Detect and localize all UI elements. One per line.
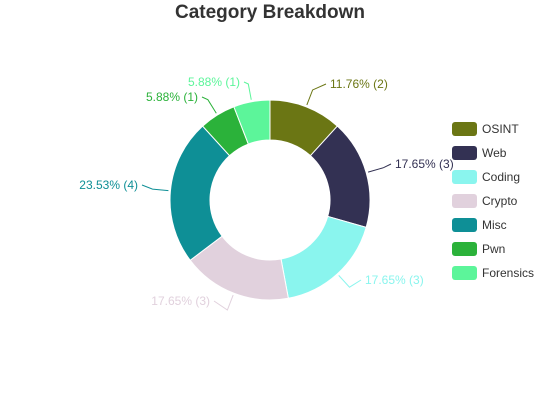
leader-line-misc (142, 185, 168, 191)
legend-swatch (452, 242, 477, 256)
legend-label: Web (482, 146, 506, 160)
data-label-pwn: 5.88% (1) (146, 90, 198, 104)
legend-swatch (452, 122, 477, 136)
legend-item-coding[interactable]: Coding (452, 165, 534, 189)
leader-line-crypto (214, 295, 233, 310)
legend-item-crypto[interactable]: Crypto (452, 189, 534, 213)
legend-item-web[interactable]: Web (452, 141, 534, 165)
legend-label: Crypto (482, 194, 517, 208)
legend-item-pwn[interactable]: Pwn (452, 237, 534, 261)
legend-label: Pwn (482, 242, 505, 256)
legend-label: OSINT (482, 122, 519, 136)
data-label-misc: 23.53% (4) (79, 178, 138, 192)
legend-swatch (452, 146, 477, 160)
legend-swatch (452, 194, 477, 208)
legend-swatch (452, 170, 477, 184)
legend-label: Forensics (482, 266, 534, 280)
leader-line-osint (307, 84, 326, 105)
legend-item-forensics[interactable]: Forensics (452, 261, 534, 285)
leader-line-pwn (202, 97, 216, 113)
legend-item-misc[interactable]: Misc (452, 213, 534, 237)
data-label-forensics: 5.88% (1) (188, 75, 240, 89)
data-label-crypto: 17.65% (3) (151, 294, 210, 308)
data-label-coding: 17.65% (3) (365, 273, 424, 287)
data-label-osint: 11.76% (2) (330, 77, 388, 91)
legend-item-osint[interactable]: OSINT (452, 117, 534, 141)
legend-label: Coding (482, 170, 520, 184)
leader-line-forensics (244, 82, 251, 100)
data-label-web: 17.65% (3) (395, 157, 454, 171)
legend-swatch (452, 266, 477, 280)
leader-line-web (368, 164, 391, 172)
legend-label: Misc (482, 218, 507, 232)
chart-legend: OSINT Web Coding Crypto Misc Pwn Forensics (452, 117, 534, 285)
slice-coding[interactable] (281, 216, 366, 298)
legend-swatch (452, 218, 477, 232)
leader-line-coding (339, 275, 361, 287)
